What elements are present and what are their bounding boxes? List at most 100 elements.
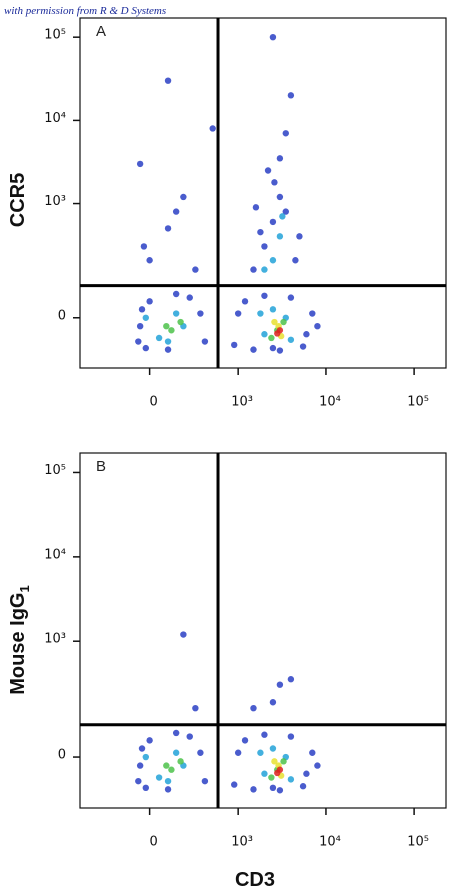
plot-frame — [79, 452, 447, 809]
event-dot — [234, 310, 242, 317]
x-tick-label: 10³ — [231, 835, 253, 850]
event-dot — [186, 733, 193, 740]
event-dot — [271, 758, 278, 765]
event-dot — [136, 762, 144, 769]
y-axis-title: CCR5 — [7, 173, 29, 227]
event-dot — [146, 298, 153, 305]
event-dot — [146, 257, 153, 264]
event-dot — [287, 336, 295, 343]
event-dot — [186, 294, 193, 301]
event-dot — [292, 257, 299, 264]
event-dot — [314, 762, 321, 769]
event-dot — [276, 347, 284, 354]
event-dot — [280, 318, 287, 326]
plot-frame — [79, 17, 447, 369]
event-dot — [269, 745, 277, 752]
event-dot — [252, 204, 260, 211]
event-dot — [164, 786, 172, 793]
event-dot — [276, 193, 284, 201]
event-dot — [164, 225, 172, 232]
event-dot — [250, 786, 257, 793]
event-dot — [257, 228, 264, 236]
event-dot — [309, 310, 316, 317]
event-dot — [299, 343, 307, 350]
event-dot — [269, 784, 277, 792]
event-dot — [136, 160, 144, 168]
y-tick-label: 10⁴ — [44, 547, 66, 562]
event-dot — [155, 774, 163, 781]
event-dot — [164, 777, 172, 785]
event-dot — [138, 745, 146, 752]
y-tick-label: 10³ — [44, 632, 66, 647]
y-tick-label: 0 — [58, 748, 66, 763]
event-dot — [296, 233, 303, 240]
x-axis-title: CD3 — [235, 869, 275, 891]
event-dot — [140, 243, 148, 250]
event-dot — [234, 749, 242, 756]
event-dot — [164, 338, 172, 345]
event-dot — [172, 749, 180, 756]
event-dot — [276, 233, 284, 240]
y-axis-title-main: Mouse IgG — [7, 593, 29, 695]
event-dot — [142, 753, 150, 761]
event-dot — [271, 179, 278, 186]
panel-label: B — [96, 458, 106, 475]
event-dot — [192, 704, 199, 712]
y-tick-label: 10⁴ — [44, 111, 66, 126]
event-dot — [168, 327, 175, 334]
event-dot — [274, 330, 281, 337]
event-dot — [172, 310, 180, 317]
event-dot — [231, 781, 238, 788]
x-tick-label: 10⁴ — [319, 835, 341, 850]
x-tick-label: 0 — [149, 395, 157, 410]
event-dot — [241, 737, 249, 744]
event-dot — [303, 770, 310, 777]
event-dot — [135, 777, 142, 785]
event-dot — [197, 310, 204, 317]
event-dot — [172, 208, 180, 215]
event-dot — [276, 787, 284, 794]
event-dot — [142, 314, 150, 321]
event-dot — [197, 749, 204, 756]
event-dot — [163, 762, 170, 769]
event-dot — [268, 334, 275, 342]
event-dot — [163, 322, 170, 330]
event-dot — [269, 306, 277, 313]
y-tick-label: 10⁵ — [44, 28, 66, 43]
event-dot — [250, 266, 257, 273]
event-dot — [268, 774, 275, 781]
event-dot — [250, 704, 257, 712]
event-dot — [192, 266, 199, 273]
x-tick-label: 10⁴ — [319, 395, 341, 410]
event-dot — [155, 334, 163, 342]
event-dot — [201, 338, 209, 345]
event-dot — [287, 676, 295, 683]
y-tick-label: 10⁵ — [44, 463, 66, 478]
event-dot — [146, 737, 153, 744]
event-dot — [269, 218, 277, 226]
event-dot — [279, 213, 286, 220]
event-dot — [241, 298, 249, 305]
event-dot — [142, 784, 150, 792]
event-dot — [261, 243, 268, 250]
event-dot — [269, 33, 277, 41]
event-dot — [282, 130, 289, 137]
event-dot — [138, 306, 146, 313]
event-dot — [264, 167, 272, 174]
panel-label: A — [96, 23, 106, 40]
event-dot — [136, 322, 144, 330]
event-dot — [142, 344, 150, 352]
watermark: with permission from R & D Systems — [4, 5, 166, 17]
event-dot — [299, 783, 307, 790]
event-dot — [261, 731, 268, 738]
event-dot — [287, 294, 295, 301]
x-tick-label: 10³ — [231, 395, 253, 410]
event-dot — [257, 749, 264, 756]
event-dot — [314, 322, 321, 330]
event-dot — [269, 257, 277, 264]
y-tick-label: 10³ — [44, 194, 66, 209]
event-dot — [231, 341, 238, 349]
event-dot — [261, 292, 268, 299]
